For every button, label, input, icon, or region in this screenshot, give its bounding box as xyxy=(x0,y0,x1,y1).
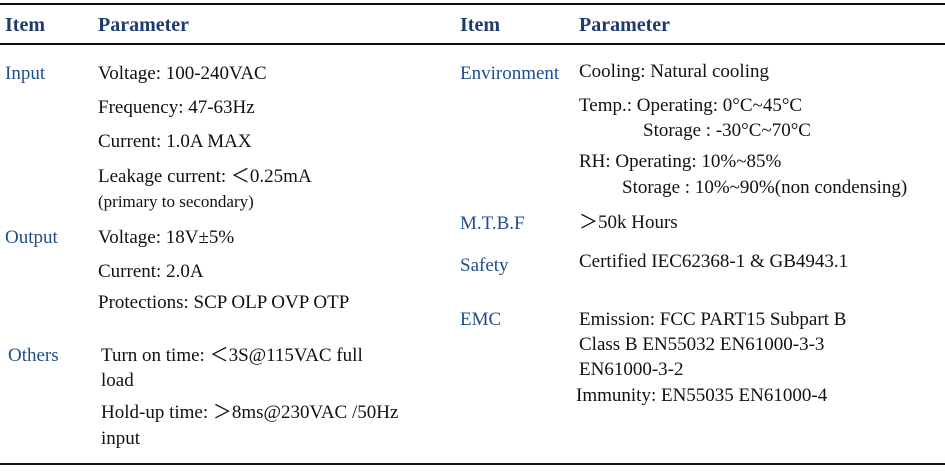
input-leakage-note: (primary to secondary) xyxy=(98,192,254,211)
environment-rh-operating: RH: Operating: 10%~85% xyxy=(579,151,782,172)
header-parameter-right: Parameter xyxy=(579,14,671,36)
output-current: Current: 2.0A xyxy=(98,261,204,282)
others-turn-on-line1: Turn on time: ＜3S@115VAC full xyxy=(101,345,363,366)
input-leakage: Leakage current: ＜0.25mA xyxy=(98,166,312,187)
item-mtbf: M.T.B.F xyxy=(460,213,525,234)
input-voltage: Voltage: 100-240VAC xyxy=(98,63,267,84)
header-parameter-left: Parameter xyxy=(98,14,190,36)
bottom-rule xyxy=(0,463,945,465)
others-hold-up-line2: input xyxy=(101,428,141,449)
emc-line1: Emission: FCC PART15 Subpart B xyxy=(579,309,847,330)
item-environment: Environment xyxy=(460,63,560,84)
emc-line4: Immunity: EN55035 EN61000-4 xyxy=(576,385,828,406)
input-current: Current: 1.0A MAX xyxy=(98,131,252,152)
item-emc: EMC xyxy=(460,309,502,330)
item-input: Input xyxy=(5,63,46,84)
environment-temp-operating: Temp.: Operating: 0°C~45°C xyxy=(579,95,803,116)
emc-line3: EN61000-3-2 xyxy=(579,359,684,380)
environment-temp-storage: Storage : -30°C~70°C xyxy=(643,120,811,141)
others-hold-up-line1: Hold-up time: ＞8ms@230VAC /50Hz xyxy=(101,402,399,423)
output-protections: Protections: SCP OLP OVP OTP xyxy=(98,292,350,313)
others-turn-on-line2: load xyxy=(101,370,134,391)
input-frequency: Frequency: 47-63Hz xyxy=(98,97,255,118)
item-others: Others xyxy=(8,345,59,366)
emc-line2: Class B EN55032 EN61000-3-3 xyxy=(579,334,825,355)
top-rule xyxy=(0,3,945,5)
item-safety: Safety xyxy=(460,255,509,276)
item-output: Output xyxy=(5,227,58,248)
header-rule xyxy=(0,43,945,45)
safety-value: Certified IEC62368-1 & GB4943.1 xyxy=(579,251,849,272)
header-item-right: Item xyxy=(460,14,500,36)
environment-rh-storage: Storage : 10%~90%(non condensing) xyxy=(622,177,908,198)
mtbf-value: ＞50k Hours xyxy=(579,212,678,233)
header-item-left: Item xyxy=(5,14,45,36)
output-voltage: Voltage: 18V±5% xyxy=(98,227,235,248)
environment-cooling: Cooling: Natural cooling xyxy=(579,61,769,82)
